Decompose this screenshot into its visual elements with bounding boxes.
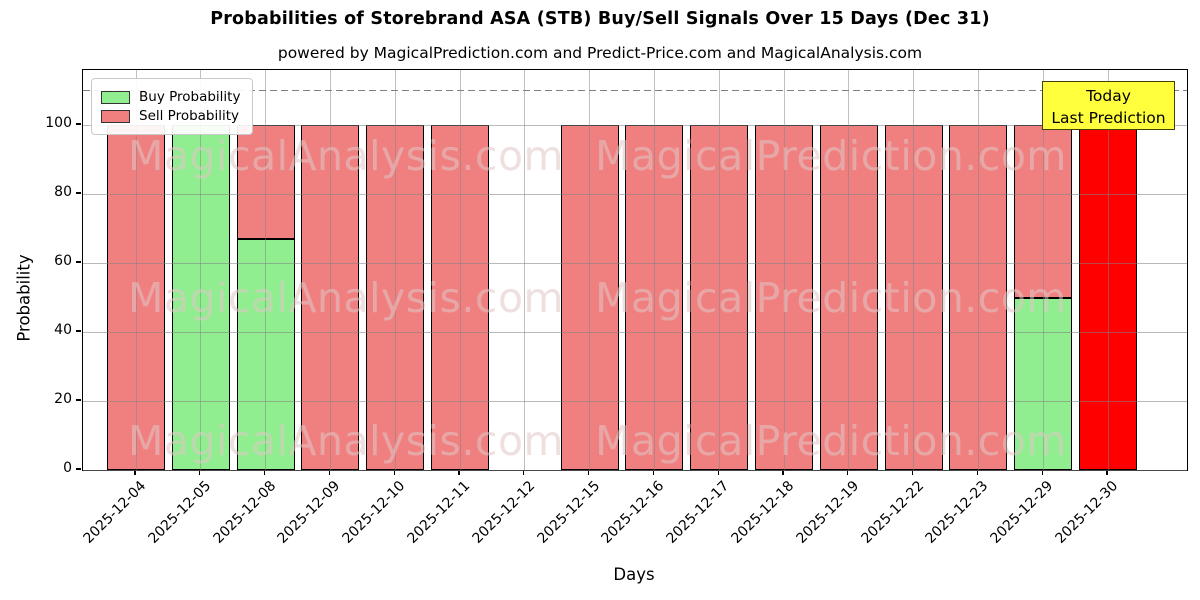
x-tick-mark bbox=[393, 470, 395, 475]
legend-entry-buy: Buy Probability bbox=[101, 89, 240, 105]
x-tick-mark bbox=[199, 470, 201, 475]
chart-title: Probabilities of Storebrand ASA (STB) Bu… bbox=[210, 9, 990, 29]
y-tick-label: 60 bbox=[54, 253, 72, 270]
y-gridline bbox=[83, 469, 1187, 471]
legend-entry-sell: Sell Probability bbox=[101, 108, 240, 124]
x-tick-mark bbox=[263, 470, 266, 475]
x-gridline bbox=[848, 70, 850, 470]
x-gridline bbox=[718, 70, 720, 470]
y-tick-mark bbox=[76, 399, 81, 401]
x-tick-mark bbox=[911, 470, 914, 475]
x-tick-mark bbox=[717, 470, 719, 475]
x-gridline bbox=[135, 70, 137, 470]
y-tick-label: 20 bbox=[54, 391, 72, 408]
x-tick-mark bbox=[847, 470, 849, 475]
x-tick-mark bbox=[782, 470, 784, 475]
y-gridline bbox=[83, 193, 1187, 195]
y-tick-label: 40 bbox=[54, 322, 72, 339]
x-gridline bbox=[977, 70, 979, 470]
x-tick-mark bbox=[652, 470, 655, 475]
x-tick-mark bbox=[976, 470, 979, 475]
y-gridline bbox=[83, 124, 1187, 126]
watermark-magicalanalysis: MagicalAnalysis.com bbox=[128, 132, 564, 180]
y-tick-mark bbox=[76, 468, 81, 470]
today-annotation-box: Today Last Prediction bbox=[1042, 81, 1175, 130]
x-gridline bbox=[394, 70, 396, 470]
watermark-magicalprediction: MagicalPrediction.com bbox=[595, 417, 1067, 465]
x-gridline bbox=[524, 70, 526, 470]
y-tick-mark bbox=[76, 192, 81, 194]
plot-area: Buy Probability Sell Probability Today L… bbox=[82, 69, 1188, 471]
x-tick-mark bbox=[1041, 470, 1043, 475]
annotation-line-today: Today bbox=[1086, 87, 1131, 105]
x-tick-mark bbox=[328, 470, 331, 475]
x-gridline bbox=[783, 70, 785, 470]
watermark-magicalanalysis: MagicalAnalysis.com bbox=[128, 274, 564, 322]
x-gridline bbox=[265, 70, 267, 470]
watermark-magicalprediction: MagicalPrediction.com bbox=[595, 132, 1067, 180]
sell-color-swatch bbox=[101, 109, 130, 123]
x-tick-mark bbox=[587, 470, 590, 475]
x-gridline bbox=[1042, 70, 1044, 470]
x-gridline bbox=[1107, 70, 1109, 470]
y-gridline bbox=[83, 331, 1187, 333]
y-tick-mark bbox=[76, 123, 81, 125]
x-tick-mark bbox=[523, 470, 525, 475]
x-tick-mark bbox=[458, 470, 460, 475]
legend-sell-label: Sell Probability bbox=[139, 108, 240, 124]
y-tick-label: 80 bbox=[54, 184, 72, 201]
y-axis-label: Probability bbox=[14, 254, 34, 342]
dashed-threshold-line bbox=[83, 89, 1187, 92]
y-tick-mark bbox=[76, 330, 81, 332]
x-gridline bbox=[200, 70, 202, 470]
x-gridline bbox=[653, 70, 655, 470]
y-tick-mark bbox=[76, 261, 81, 263]
x-tick-mark bbox=[134, 470, 136, 475]
y-tick-label: 0 bbox=[63, 460, 72, 476]
x-gridline bbox=[589, 70, 591, 470]
x-gridline bbox=[913, 70, 915, 470]
y-gridline bbox=[83, 262, 1187, 264]
x-tick-mark bbox=[1106, 470, 1108, 475]
x-gridline bbox=[329, 70, 331, 470]
chart-subtitle: powered by MagicalPrediction.com and Pre… bbox=[277, 44, 923, 62]
x-axis-label: Days bbox=[613, 565, 655, 584]
watermark-magicalprediction: MagicalPrediction.com bbox=[595, 274, 1067, 322]
legend: Buy Probability Sell Probability bbox=[91, 78, 254, 135]
watermark-magicalanalysis: MagicalAnalysis.com bbox=[128, 417, 564, 465]
legend-buy-label: Buy Probability bbox=[139, 89, 241, 105]
y-tick-label: 100 bbox=[45, 115, 72, 132]
y-gridline bbox=[83, 400, 1187, 402]
annotation-line-last-prediction: Last Prediction bbox=[1051, 109, 1166, 127]
buy-color-swatch bbox=[101, 90, 130, 104]
x-gridline bbox=[459, 70, 461, 470]
